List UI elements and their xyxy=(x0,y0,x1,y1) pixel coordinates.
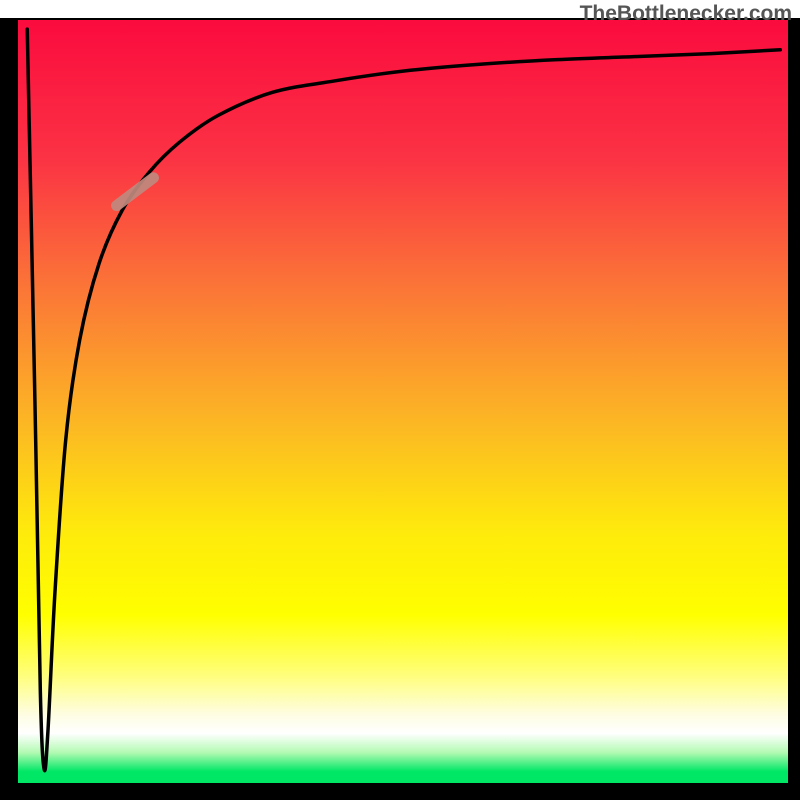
right-frame-bar xyxy=(788,18,800,800)
bottleneck-chart: TheBottlenecker.com xyxy=(0,0,800,800)
bottom-frame-bar xyxy=(0,783,800,800)
attribution-label: TheBottlenecker.com xyxy=(580,2,792,26)
left-frame-bar xyxy=(0,18,18,800)
chart-plot-area xyxy=(0,0,800,800)
chart-svg xyxy=(0,0,800,800)
chart-gradient-background xyxy=(18,20,788,783)
